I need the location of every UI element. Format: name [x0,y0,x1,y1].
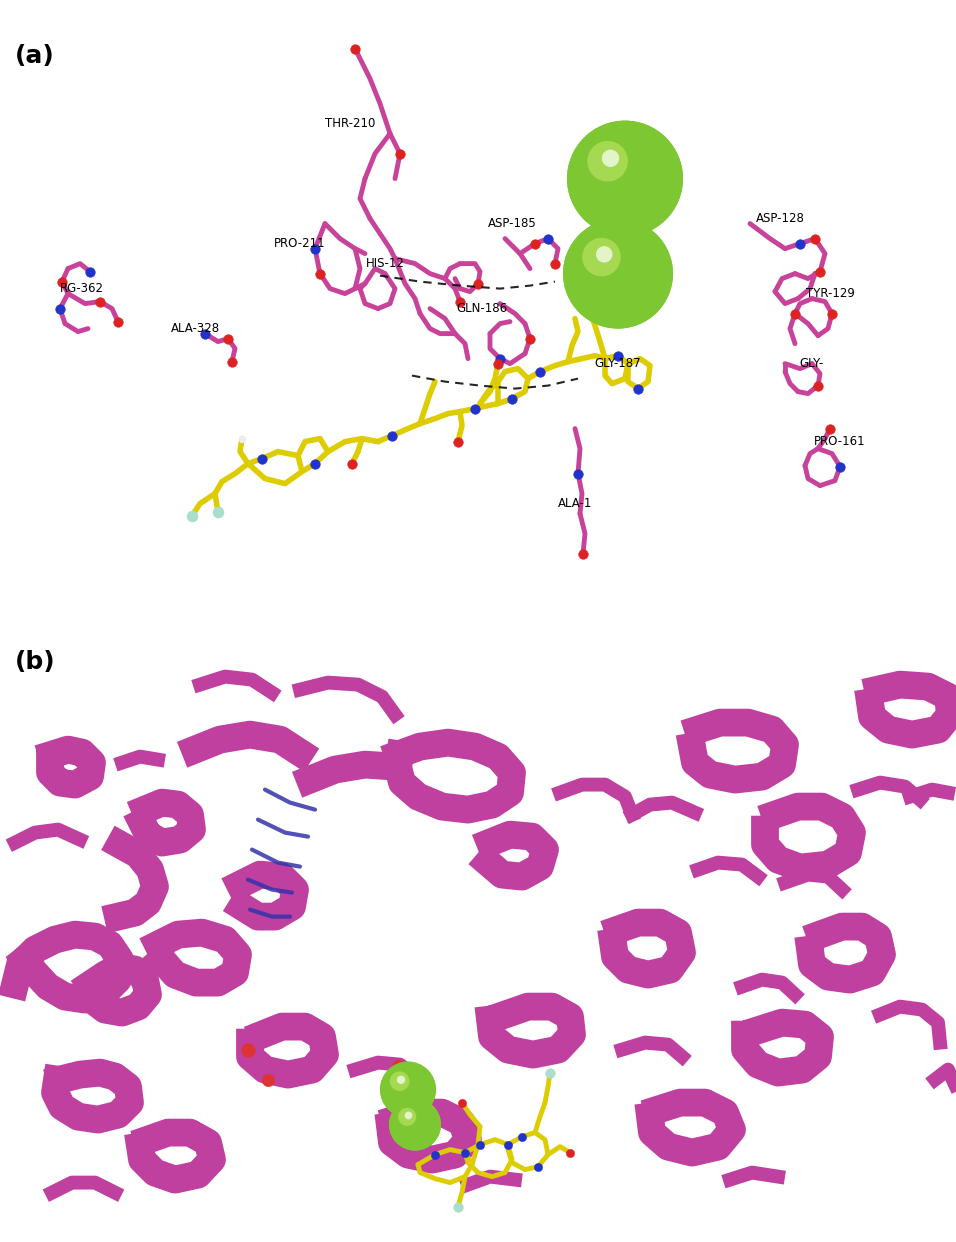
Circle shape [597,252,651,307]
Circle shape [582,238,620,277]
Text: PRO-161: PRO-161 [815,435,866,448]
Circle shape [590,246,656,312]
Text: RG-362: RG-362 [60,282,104,296]
Circle shape [404,1114,431,1140]
Circle shape [401,1082,423,1104]
Circle shape [380,1062,436,1118]
Circle shape [609,163,656,209]
Circle shape [399,1108,435,1144]
Text: ASP-128: ASP-128 [755,212,804,225]
Circle shape [603,258,647,303]
Circle shape [596,149,664,219]
Circle shape [387,1068,431,1113]
Circle shape [394,1076,427,1109]
Circle shape [397,1076,405,1084]
Circle shape [404,1112,412,1119]
Circle shape [411,1120,426,1136]
Circle shape [396,1105,437,1146]
Circle shape [567,120,683,237]
Circle shape [397,1078,425,1107]
Circle shape [617,170,651,205]
Circle shape [389,1099,441,1150]
Circle shape [610,266,642,298]
Circle shape [380,1062,436,1118]
Circle shape [567,120,683,237]
Text: TYR-129: TYR-129 [806,287,855,301]
Circle shape [398,1108,416,1126]
Circle shape [408,1118,428,1139]
Text: ALA-328: ALA-328 [170,322,220,335]
Circle shape [588,142,669,222]
Circle shape [392,1102,439,1149]
Circle shape [587,140,628,181]
Text: THR-210: THR-210 [325,117,375,130]
Circle shape [601,149,619,166]
Circle shape [596,246,613,262]
Text: ALA-1: ALA-1 [557,497,592,510]
Circle shape [563,219,673,329]
Circle shape [583,238,660,315]
Text: PRO-211: PRO-211 [274,237,326,250]
Circle shape [389,1099,441,1150]
Text: GLY-187: GLY-187 [595,358,641,370]
Circle shape [563,219,673,329]
Circle shape [390,1072,409,1090]
Circle shape [383,1064,434,1115]
Text: HIS-12: HIS-12 [365,257,404,270]
Circle shape [570,225,668,324]
Text: (a): (a) [15,43,54,67]
Circle shape [576,232,664,320]
Circle shape [602,155,661,214]
Text: ASP-185: ASP-185 [488,217,536,230]
Circle shape [403,1086,421,1102]
Circle shape [581,134,674,227]
Text: GLY-: GLY- [800,358,824,370]
Circle shape [574,128,679,232]
Text: (b): (b) [15,650,55,673]
Text: GLN-186: GLN-186 [456,302,508,315]
Circle shape [402,1112,433,1143]
Circle shape [390,1072,429,1112]
